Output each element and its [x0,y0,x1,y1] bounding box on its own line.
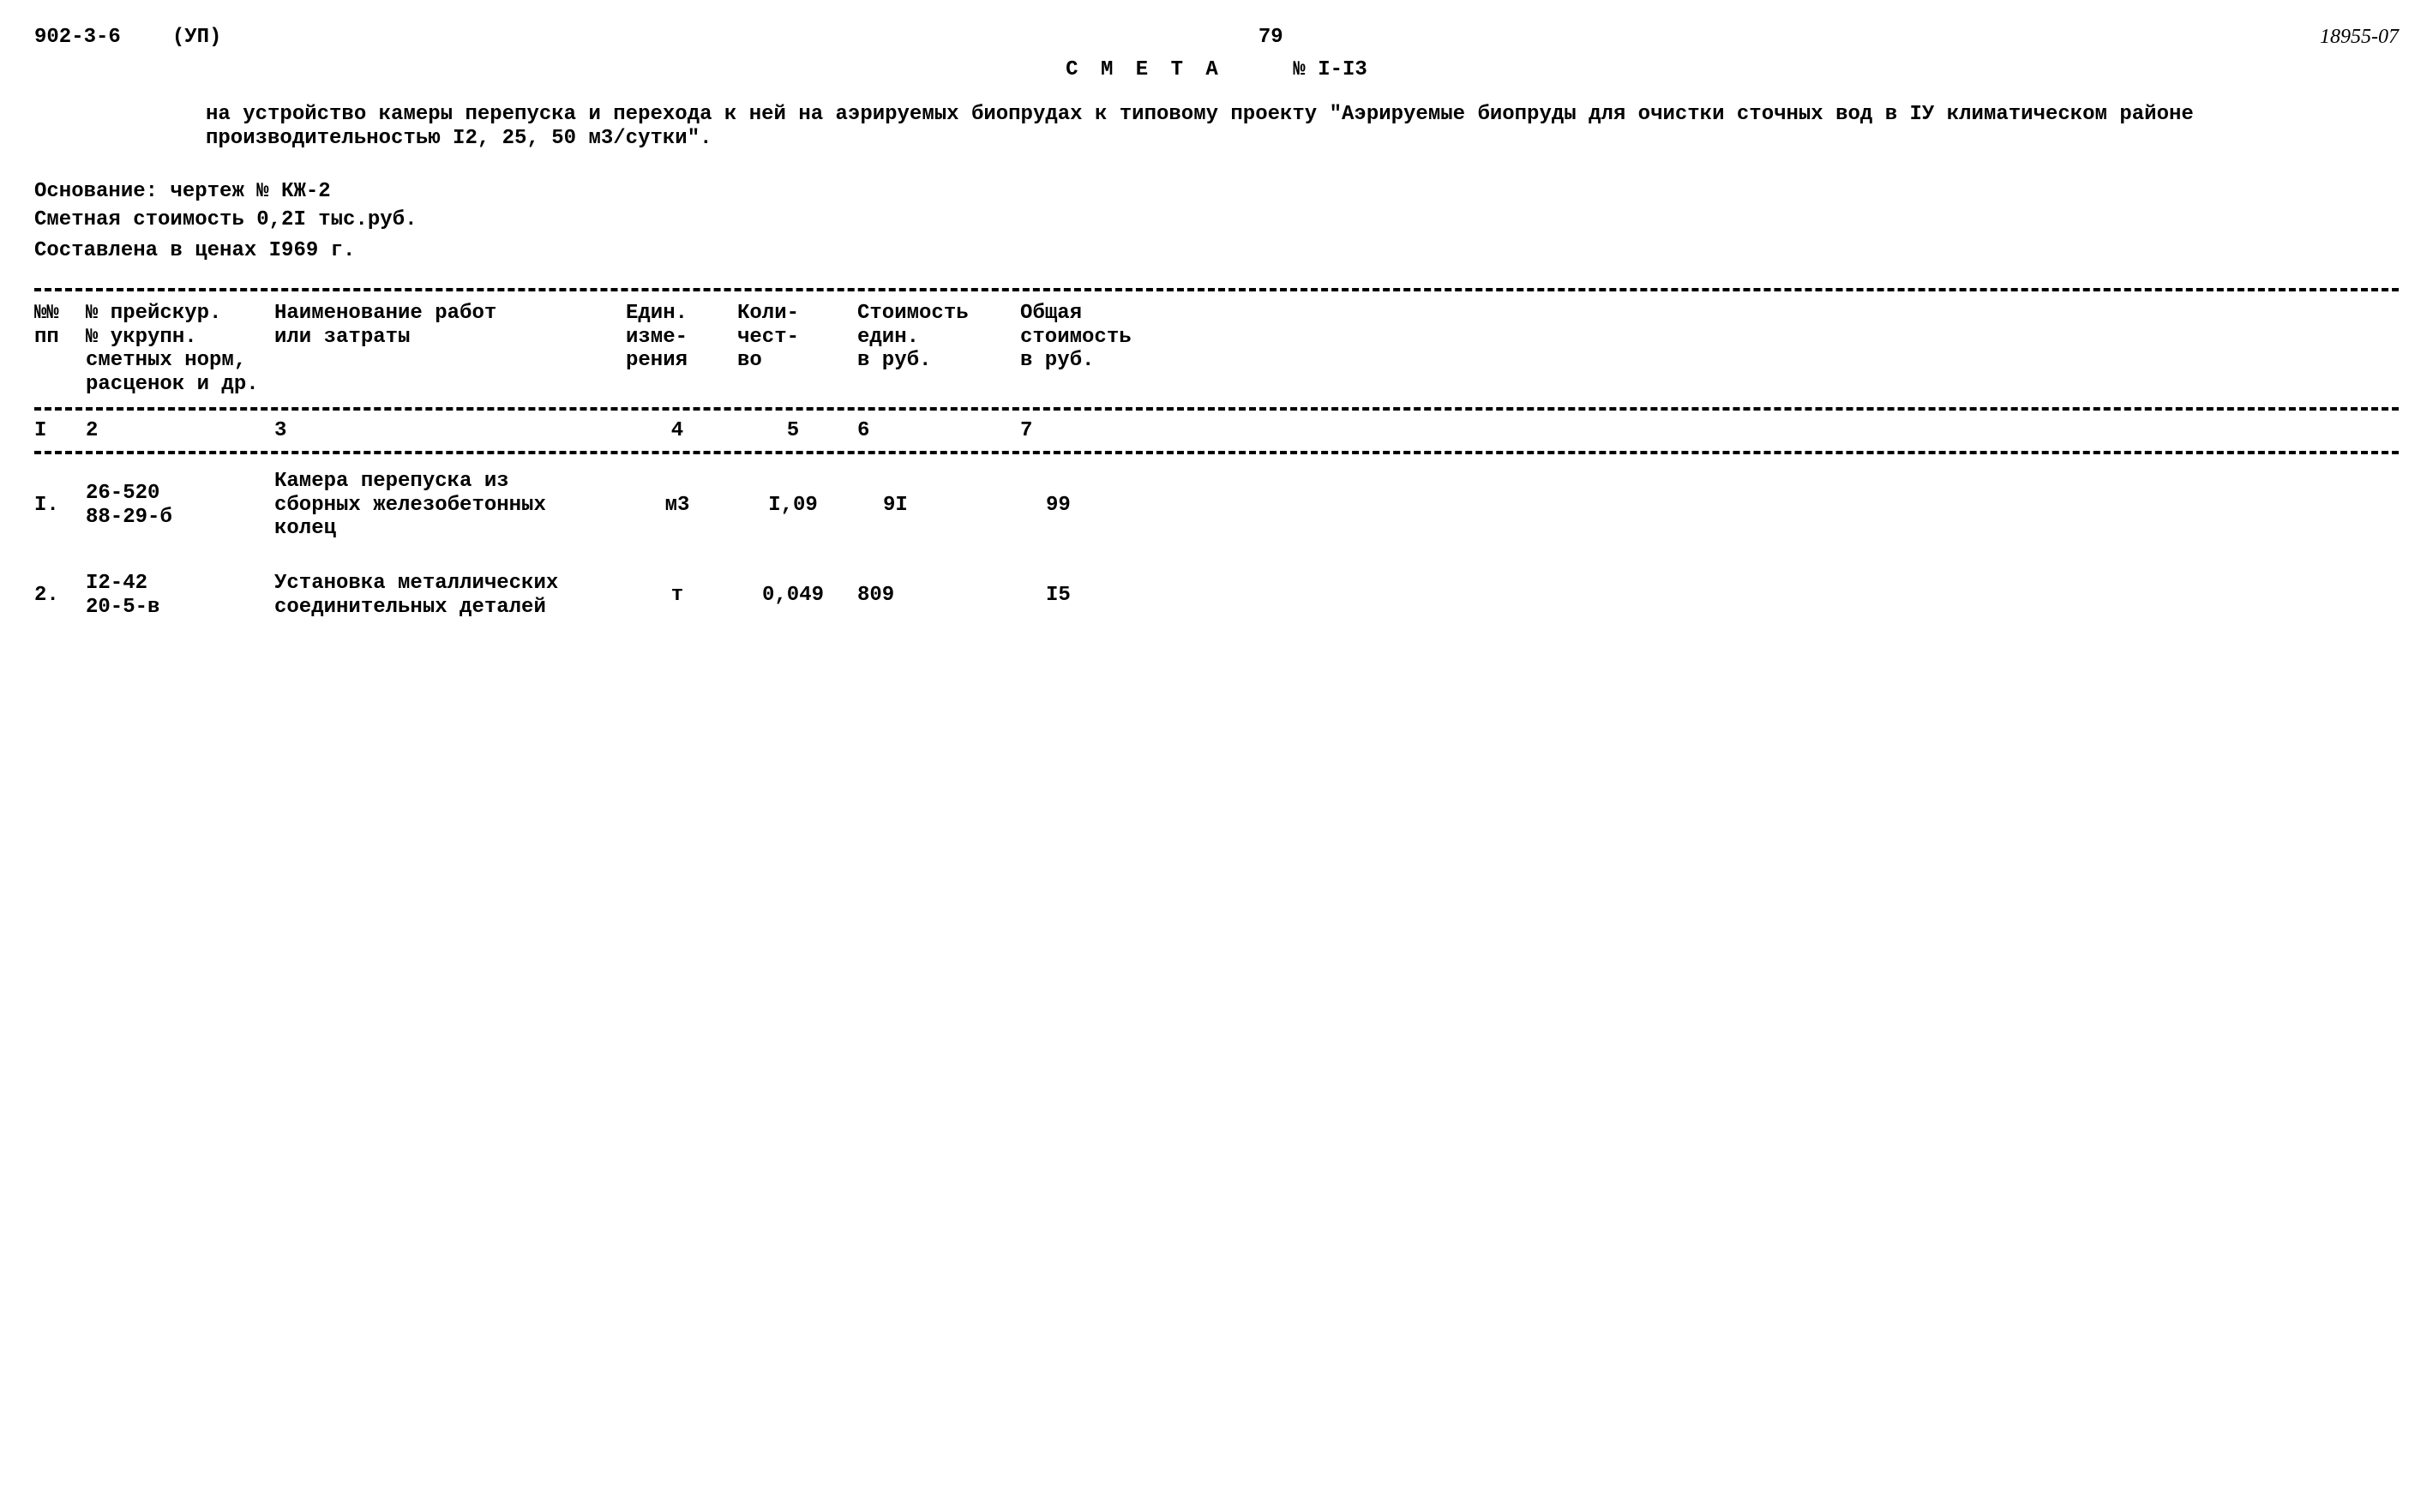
row-unit: т [626,584,729,608]
divider [34,288,2399,291]
description-text: на устройство камеры перепуска и переход… [206,103,2296,150]
basis-line-3: Составлена в ценах I969 г. [34,239,2399,263]
divider [34,407,2399,411]
header-col-1: №№ пп [34,302,77,349]
row-total: 99 [1020,494,1174,518]
header-col-3: Наименование работ или затраты [274,302,617,349]
colnum-4: 4 [626,419,729,443]
doc-code: 902-3-6 [34,26,121,50]
row-code: I2-42 20-5-в [86,572,266,619]
colnum-3: 3 [274,419,617,443]
row-qty: I,09 [737,494,849,518]
colnum-6: 6 [857,419,1012,443]
estimate-table: №№ пп № прейскур. № укрупн. сметных норм… [34,288,2399,634]
page-number: 79 [221,26,2320,50]
row-unit-cost: 809 [857,584,1012,608]
header-col-2: № прейскур. № укрупн. сметных норм, расц… [86,302,266,396]
row-unit: м3 [626,494,729,518]
column-number-row: I 2 3 4 5 6 7 [34,416,2399,455]
row-qty: 0,049 [737,584,849,608]
table-row: I. 26-520 88-29-б Камера перепуска из сб… [34,454,2399,556]
section-label: (УП) [172,26,222,50]
document-title: С М Е Т А № I-I3 [34,58,2399,82]
table-row: 2. I2-42 20-5-в Установка металлических … [34,556,2399,634]
row-num: 2. [34,584,77,608]
colnum-7: 7 [1020,419,1174,443]
header-col-6: Стоимость един. в руб. [857,302,1012,373]
basis-line-1: Основание: чертеж № КЖ-2 [34,180,2399,204]
header-col-5: Коли- чест- во [737,302,849,373]
basis-line-2: Сметная стоимость 0,2I тыс.руб. [34,208,2399,232]
page-header: 902-3-6 (УП) 79 18955-07 [34,26,2399,50]
colnum-1: I [34,419,77,443]
table-header-row: №№ пп № прейскур. № укрупн. сметных норм… [34,297,2399,401]
row-name: Камера перепуска из сборных железобетонн… [274,470,617,541]
colnum-2: 2 [86,419,266,443]
header-col-4: Един. изме- рения [626,302,729,373]
row-num: I. [34,494,77,518]
row-code: 26-520 88-29-б [86,482,266,529]
title-label: С М Е Т А [1066,58,1223,81]
header-col-7: Общая стоимость в руб. [1020,302,1174,373]
row-unit-cost: 9I [857,494,1012,518]
colnum-5: 5 [737,419,849,443]
row-total: I5 [1020,584,1174,608]
row-name: Установка металлических соединительных д… [274,572,617,619]
doc-ref: 18955-07 [2320,26,2399,50]
title-number: № I-I3 [1293,58,1367,81]
